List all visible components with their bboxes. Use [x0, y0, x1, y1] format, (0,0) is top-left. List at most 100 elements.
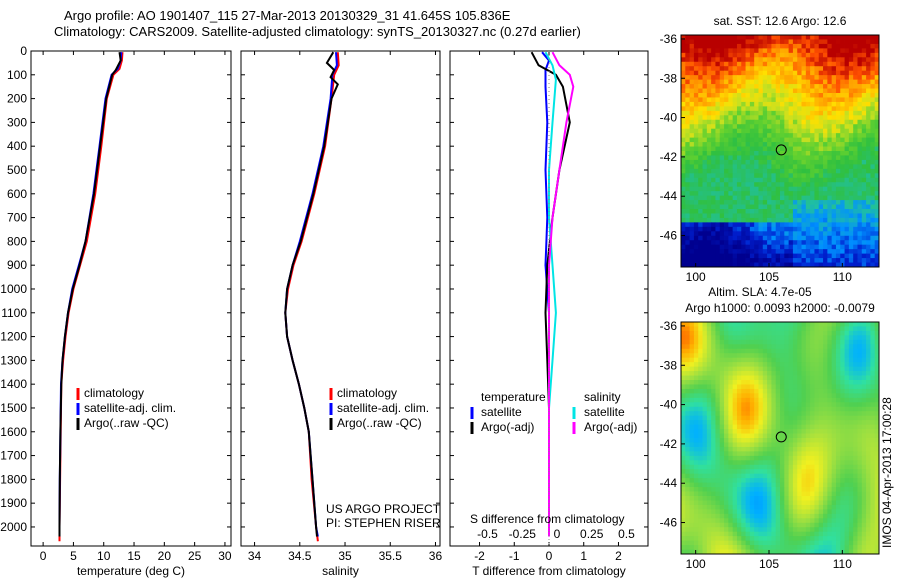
- map-cell: [715, 35, 721, 40]
- map-cell: [866, 482, 871, 488]
- map-cell: [715, 375, 721, 381]
- map-cell: [689, 164, 695, 170]
- map-cell: [681, 451, 686, 457]
- map-cell: [732, 322, 738, 327]
- map-cell: [848, 52, 854, 58]
- map-cell: [706, 442, 712, 448]
- map-cell: [823, 231, 828, 237]
- map-cell: [762, 330, 768, 336]
- legend-label: Argo(..raw -QC): [84, 416, 169, 430]
- map-cell: [702, 195, 708, 201]
- map-cell: [797, 164, 802, 170]
- map-cell: [814, 527, 820, 533]
- map-cell: [805, 464, 811, 470]
- map-cell: [818, 35, 824, 40]
- map-cell: [736, 128, 742, 134]
- map-cell: [831, 330, 837, 336]
- map-cell: [805, 191, 811, 197]
- map-cell: [831, 464, 837, 470]
- map-cell: [866, 84, 871, 89]
- map-cell: [736, 231, 742, 237]
- map-cell: [831, 43, 837, 49]
- map-cell: [844, 133, 850, 139]
- map-cell: [827, 509, 833, 515]
- map-cell: [728, 451, 734, 457]
- map-cell: [844, 384, 850, 390]
- map-cell: [719, 88, 725, 94]
- map-cell: [780, 406, 785, 412]
- map-cell: [853, 186, 858, 192]
- map-cell: [706, 52, 712, 58]
- map-cell: [736, 442, 742, 448]
- map-cell: [831, 518, 837, 524]
- map-cell: [693, 415, 699, 421]
- map-cell: [844, 429, 850, 434]
- map-cell: [741, 57, 746, 63]
- map-cell: [749, 496, 755, 501]
- map-cell: [775, 204, 781, 210]
- map-cell: [844, 348, 850, 354]
- map-cell: [848, 43, 854, 49]
- map-cell: [681, 101, 686, 107]
- map-cell: [719, 119, 725, 125]
- map-cell: [754, 235, 759, 241]
- map-cell: [706, 402, 712, 408]
- map-cell: [728, 455, 734, 461]
- map-cell: [736, 536, 742, 542]
- map-cell: [745, 39, 751, 45]
- map-cell: [749, 200, 755, 205]
- map-cell: [810, 406, 815, 412]
- map-cell: [749, 128, 755, 134]
- map-cell: [861, 393, 867, 399]
- map-cell: [840, 61, 845, 67]
- map-cell: [736, 39, 742, 45]
- map-cell: [762, 258, 768, 263]
- map-cell: [792, 442, 798, 448]
- map-cell: [698, 155, 703, 161]
- map-cell: [805, 106, 811, 112]
- map-cell: [810, 344, 815, 350]
- map-cell: [857, 433, 863, 439]
- map-cell: [801, 504, 807, 510]
- map-cell: [711, 357, 716, 363]
- map-cell: [780, 39, 785, 45]
- map-cell: [853, 222, 858, 228]
- map-cell: [857, 504, 863, 510]
- map-cell: [805, 420, 811, 426]
- map-cell: [797, 66, 802, 72]
- map-cell: [818, 487, 824, 492]
- map-cell: [702, 545, 708, 550]
- map-cell: [693, 106, 699, 112]
- map-cell: [835, 70, 841, 76]
- map-cell: [715, 322, 721, 327]
- map-cell: [745, 473, 751, 479]
- map-cell: [801, 137, 807, 143]
- map-cell: [719, 509, 725, 515]
- map-cell: [745, 142, 751, 147]
- map-cell: [840, 75, 845, 81]
- map-cell: [767, 335, 772, 341]
- map-cell: [775, 191, 781, 197]
- map-cell: [818, 217, 824, 223]
- map-cell: [835, 226, 841, 232]
- map-cell: [861, 473, 867, 479]
- map-cell: [685, 415, 690, 421]
- map-cell: [801, 522, 807, 528]
- map-cell: [818, 500, 824, 506]
- map-cell: [732, 61, 738, 67]
- map-cell: [775, 545, 781, 550]
- map-cell: [801, 438, 807, 443]
- map-cell: [792, 424, 798, 430]
- map-cell: [698, 226, 703, 232]
- map-cell: [771, 442, 777, 448]
- map-cell: [784, 464, 789, 470]
- map-cell: [848, 244, 854, 250]
- map-cell: [810, 415, 815, 421]
- map-cell: [784, 330, 789, 336]
- map-cell: [792, 500, 798, 506]
- map-cell: [853, 335, 858, 341]
- map-cell: [853, 244, 858, 250]
- map-cell: [797, 326, 802, 332]
- map-cell: [728, 478, 734, 484]
- map-cell: [771, 433, 777, 439]
